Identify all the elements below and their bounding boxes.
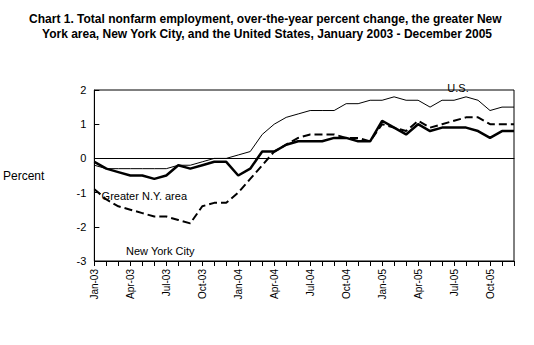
svg-text:Jan-04: Jan-04 — [233, 269, 244, 300]
svg-text:-2: -2 — [77, 221, 87, 233]
svg-text:2: 2 — [80, 84, 86, 96]
svg-text:Chart 1. Total nonfarm employm: Chart 1. Total nonfarm employment, over-… — [29, 12, 505, 26]
svg-text:Jul-04: Jul-04 — [305, 269, 316, 297]
svg-text:-3: -3 — [77, 255, 87, 267]
svg-text:0: 0 — [80, 152, 86, 164]
svg-text:Oct-04: Oct-04 — [341, 269, 352, 299]
svg-text:Oct-03: Oct-03 — [197, 269, 208, 299]
svg-text:New York City: New York City — [126, 245, 195, 257]
svg-text:Greater N.Y. area: Greater N.Y. area — [102, 190, 188, 202]
svg-text:York area, New York City, and: York area, New York City, and the United… — [42, 27, 492, 41]
svg-text:Jul-03: Jul-03 — [161, 269, 172, 297]
svg-text:Apr-04: Apr-04 — [269, 269, 280, 299]
svg-text:Oct-05: Oct-05 — [485, 269, 496, 299]
svg-text:Apr-03: Apr-03 — [125, 269, 136, 299]
svg-text:1: 1 — [80, 118, 86, 130]
svg-text:-1: -1 — [77, 187, 87, 199]
svg-text:Percent: Percent — [3, 169, 45, 183]
svg-text:Jan-05: Jan-05 — [377, 269, 388, 300]
svg-text:Jul-05: Jul-05 — [449, 269, 460, 297]
svg-text:U.S.: U.S. — [447, 82, 468, 94]
svg-text:Apr-05: Apr-05 — [413, 269, 424, 299]
svg-text:Jan-03: Jan-03 — [89, 269, 100, 300]
